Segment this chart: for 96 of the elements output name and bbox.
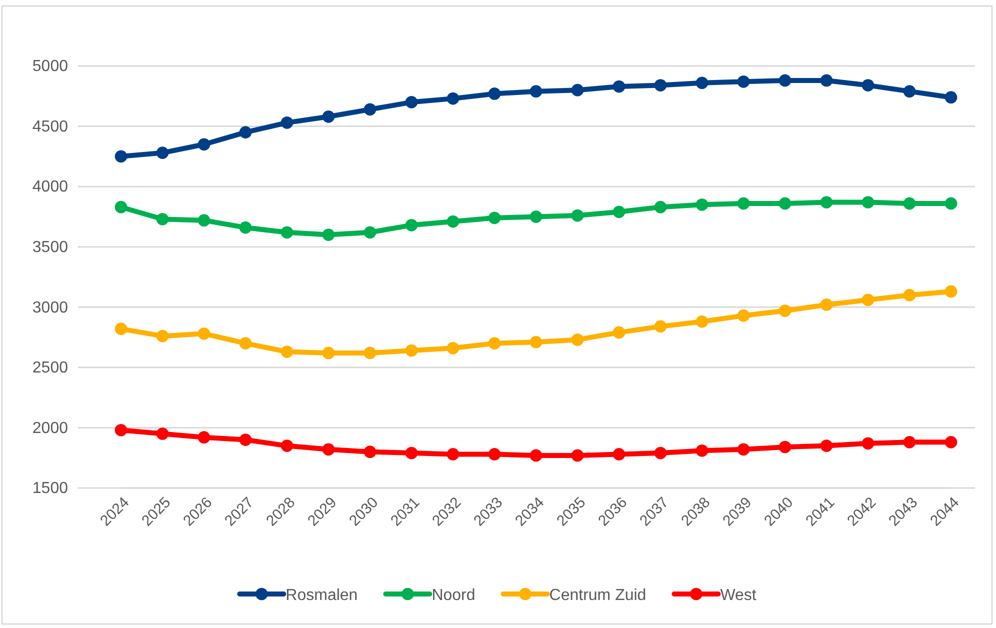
point (198, 138, 210, 151)
point (364, 103, 376, 116)
point (696, 444, 708, 457)
point (239, 126, 252, 138)
point (322, 346, 335, 360)
point (820, 298, 833, 311)
point (778, 440, 792, 454)
point (405, 96, 418, 108)
y-tick-label: 5000 (32, 58, 68, 76)
point (156, 428, 169, 440)
y-tick-label: 4500 (32, 118, 68, 136)
point (778, 197, 792, 210)
point (862, 294, 874, 306)
point (944, 285, 958, 298)
point (944, 197, 958, 210)
point (156, 212, 169, 226)
point (114, 200, 128, 214)
point (903, 288, 916, 302)
point (820, 196, 833, 208)
y-tick-label: 1500 (32, 480, 68, 498)
point (280, 346, 294, 358)
point (862, 437, 874, 450)
point (198, 431, 210, 444)
point (446, 92, 460, 105)
point (322, 110, 335, 123)
point (488, 337, 501, 350)
point (198, 214, 210, 226)
y-tick-label: 3500 (32, 238, 68, 256)
point (571, 334, 584, 346)
point (446, 448, 460, 460)
point (239, 434, 252, 446)
point (571, 209, 584, 222)
point (530, 85, 542, 98)
point (903, 436, 916, 448)
point (156, 330, 169, 342)
point (239, 221, 252, 234)
point (530, 210, 542, 223)
point (446, 342, 460, 354)
point (322, 443, 335, 456)
point (530, 449, 542, 462)
point (405, 446, 418, 460)
point (364, 446, 376, 458)
point (571, 449, 584, 462)
y-tick-label: 2000 (32, 420, 68, 437)
point (488, 212, 501, 224)
point (488, 88, 501, 100)
point (405, 218, 418, 232)
y-tick-label: 4000 (32, 178, 68, 196)
point (198, 328, 210, 340)
point (364, 226, 376, 239)
point (612, 326, 626, 339)
point (612, 80, 626, 93)
point (654, 446, 667, 460)
point (903, 197, 916, 210)
point (612, 448, 626, 460)
point (737, 76, 750, 88)
point (944, 436, 958, 448)
point (737, 443, 750, 456)
point (737, 309, 750, 322)
point (862, 79, 874, 92)
point (696, 315, 708, 328)
point (446, 215, 460, 228)
point (612, 206, 626, 218)
point (571, 84, 584, 96)
point (862, 196, 874, 208)
point (778, 74, 792, 87)
point (696, 76, 708, 90)
point (820, 74, 833, 87)
point (778, 304, 792, 317)
point (654, 200, 667, 214)
point (530, 336, 542, 348)
point (114, 322, 128, 336)
point (280, 226, 294, 239)
legend-label: Centrum Zuid (549, 587, 646, 604)
point (820, 440, 833, 452)
y-tick-label: 2500 (32, 360, 68, 377)
legend-label: Noord (432, 587, 476, 604)
point (239, 337, 252, 350)
point (280, 116, 294, 129)
point (654, 79, 667, 92)
point (405, 344, 418, 357)
point (322, 228, 335, 241)
point (737, 197, 750, 210)
point (114, 150, 128, 163)
point (156, 146, 169, 159)
point (280, 440, 294, 452)
point (488, 448, 501, 460)
point (114, 424, 128, 436)
point (654, 320, 667, 333)
point (364, 346, 376, 360)
point (903, 85, 916, 98)
point (696, 198, 708, 211)
legend-label: West (720, 587, 757, 604)
legend-label: Rosmalen (286, 587, 358, 604)
point (944, 91, 958, 104)
y-tick-label: 3000 (32, 299, 68, 316)
